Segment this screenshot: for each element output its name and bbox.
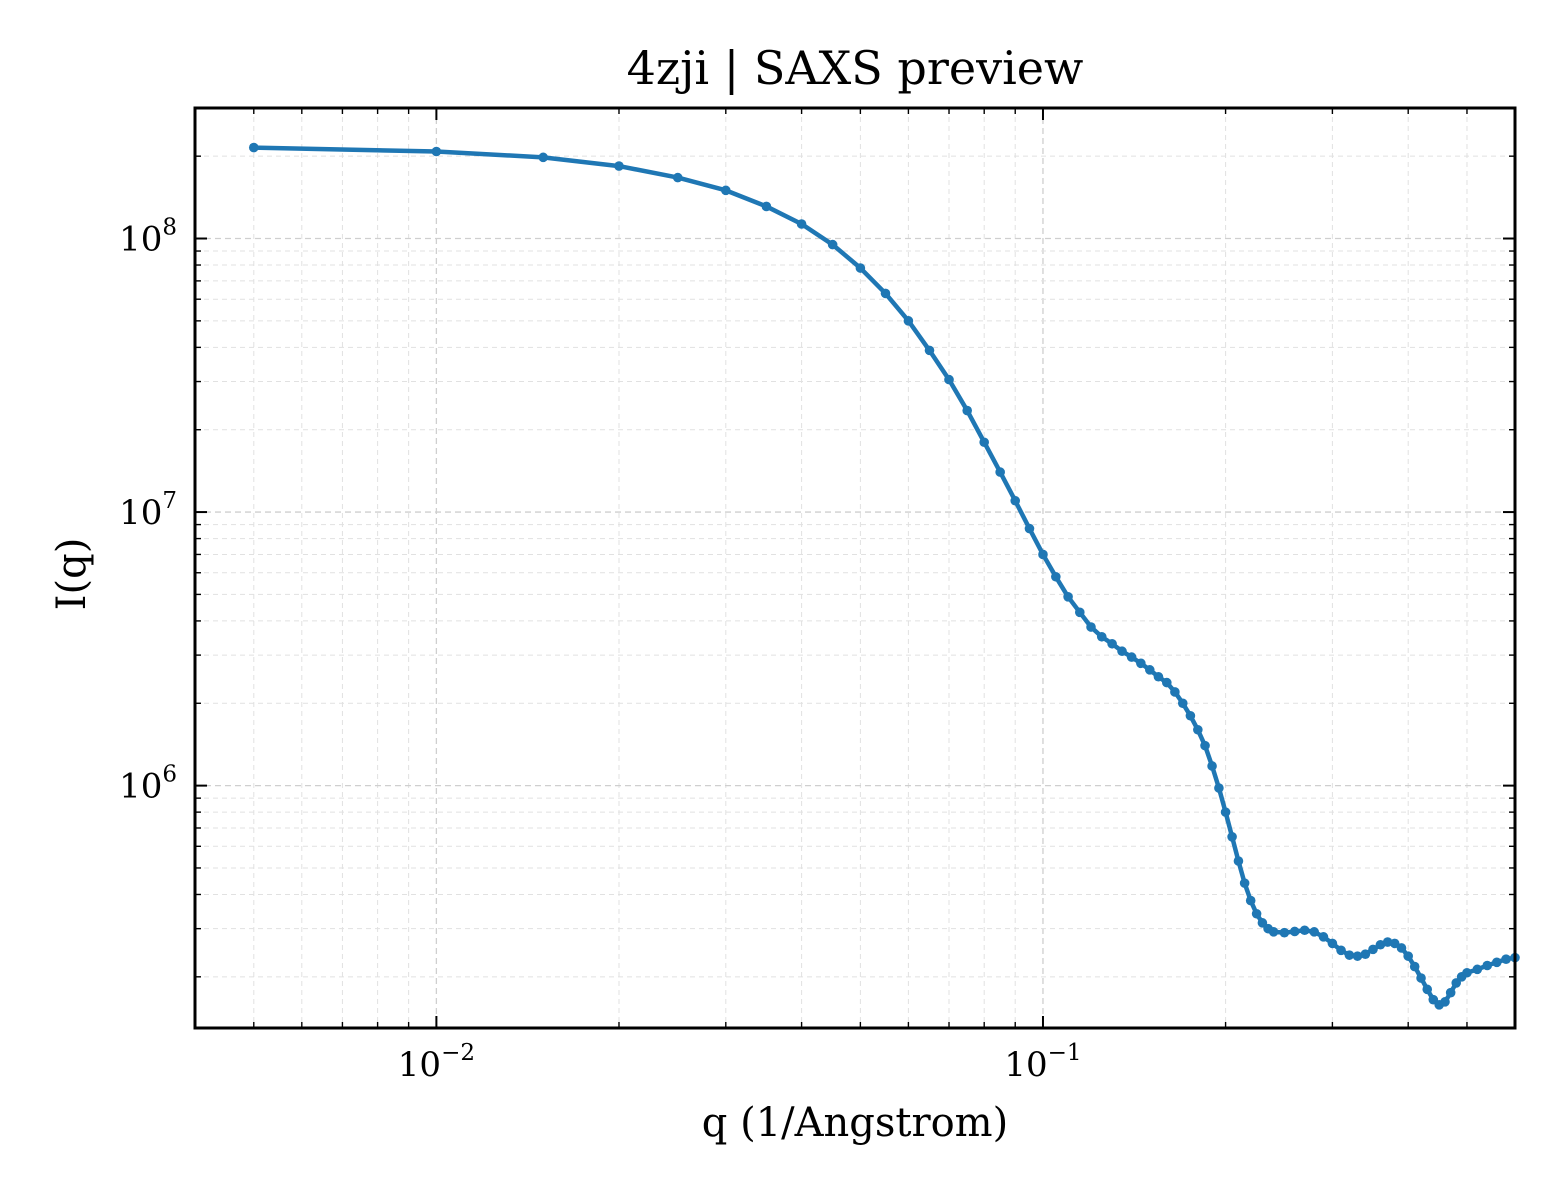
data-point [1368,944,1378,955]
data-point [1462,967,1472,978]
data-point [1170,687,1180,697]
data-point [1185,710,1196,721]
data-point [995,467,1005,477]
x-tick-exponent: −1 [1048,1040,1082,1066]
x-axis-label: q (1/Angstrom) [702,1100,1008,1146]
data-point [1200,740,1210,751]
data-point [1336,945,1346,956]
data-point [1145,665,1155,675]
data-point [1289,926,1300,937]
y-tick-exponent: 8 [162,215,177,241]
data-point [1162,677,1172,688]
y-tick-label: 106 [119,762,177,807]
data-point [1051,571,1061,582]
data-point [1136,658,1146,669]
data-point [1327,938,1338,949]
data-point [1010,495,1021,506]
data-point [1214,783,1224,793]
data-point [1344,950,1355,960]
data-point [431,146,442,157]
data-point [1193,724,1203,735]
data-point [1153,671,1164,682]
data-point [1245,895,1256,906]
y-tick-exponent: 7 [162,488,177,514]
data-point [796,219,807,229]
data-point [1409,961,1420,972]
series-line [251,145,1518,1008]
data-point [1318,932,1329,942]
data-point [880,288,891,299]
data-point [1233,856,1244,866]
data-series [248,142,1520,1010]
data-point [1501,954,1511,964]
data-point [903,316,914,326]
data-point [1063,592,1073,602]
data-point [1396,943,1407,953]
data-point [1096,631,1107,642]
y-tick-exponent: 6 [162,762,177,788]
y-tick-label: 108 [119,215,177,260]
data-point [1268,927,1279,937]
y-axis-label: I(q) [49,538,95,611]
data-point [1220,807,1231,817]
data-point [1177,698,1188,709]
data-point [979,437,989,448]
data-point [1360,949,1371,959]
data-point [1389,938,1400,949]
data-point [1416,973,1426,983]
x-tick-exponent: −2 [441,1040,475,1066]
y-tick-base: 10 [119,493,162,533]
data-point [1492,957,1502,968]
x-tick-label: 10−1 [1004,1040,1081,1085]
data-point [1086,622,1096,632]
data-point [1126,652,1137,662]
data-point [1107,638,1117,649]
y-tick-label: 107 [119,488,177,533]
data-point [1038,549,1048,560]
x-tick-labels: 10−2 10−1 [398,1040,1082,1085]
data-point [944,374,954,385]
data-point [1207,761,1217,771]
data-point [1279,927,1290,938]
data-point [827,239,838,250]
plot-frame [193,106,1517,1030]
data-point [1472,964,1483,975]
data-point [614,161,624,171]
data-point [1482,960,1493,971]
x-tick-label: 10−2 [398,1040,475,1085]
data-point [1375,939,1386,950]
data-point [1251,908,1262,919]
data-point [1403,951,1413,961]
data-point [761,201,772,212]
x-tick-base: 10 [398,1045,441,1085]
data-point [721,185,731,196]
data-point [1239,878,1250,888]
data-point [672,172,683,183]
grid [194,107,1515,1028]
data-point [962,405,972,416]
data-point [1227,832,1237,842]
data-point [1440,997,1450,1007]
chart-title: 4zji | SAXS preview [627,41,1084,95]
axis-ticks [194,107,1515,1028]
data-point [1299,925,1310,936]
data-point [855,263,866,273]
data-point [1352,951,1363,961]
y-tick-base: 10 [119,767,162,807]
x-tick-base: 10 [1004,1045,1047,1085]
data-point [924,345,935,356]
data-point [1075,607,1085,618]
data-point [1024,523,1035,534]
data-point [1445,987,1456,998]
data-point [1309,927,1320,937]
y-tick-base: 10 [119,220,162,260]
data-point [1117,646,1127,657]
data-point [248,142,259,153]
data-point [538,152,548,163]
data-point [1422,984,1433,995]
